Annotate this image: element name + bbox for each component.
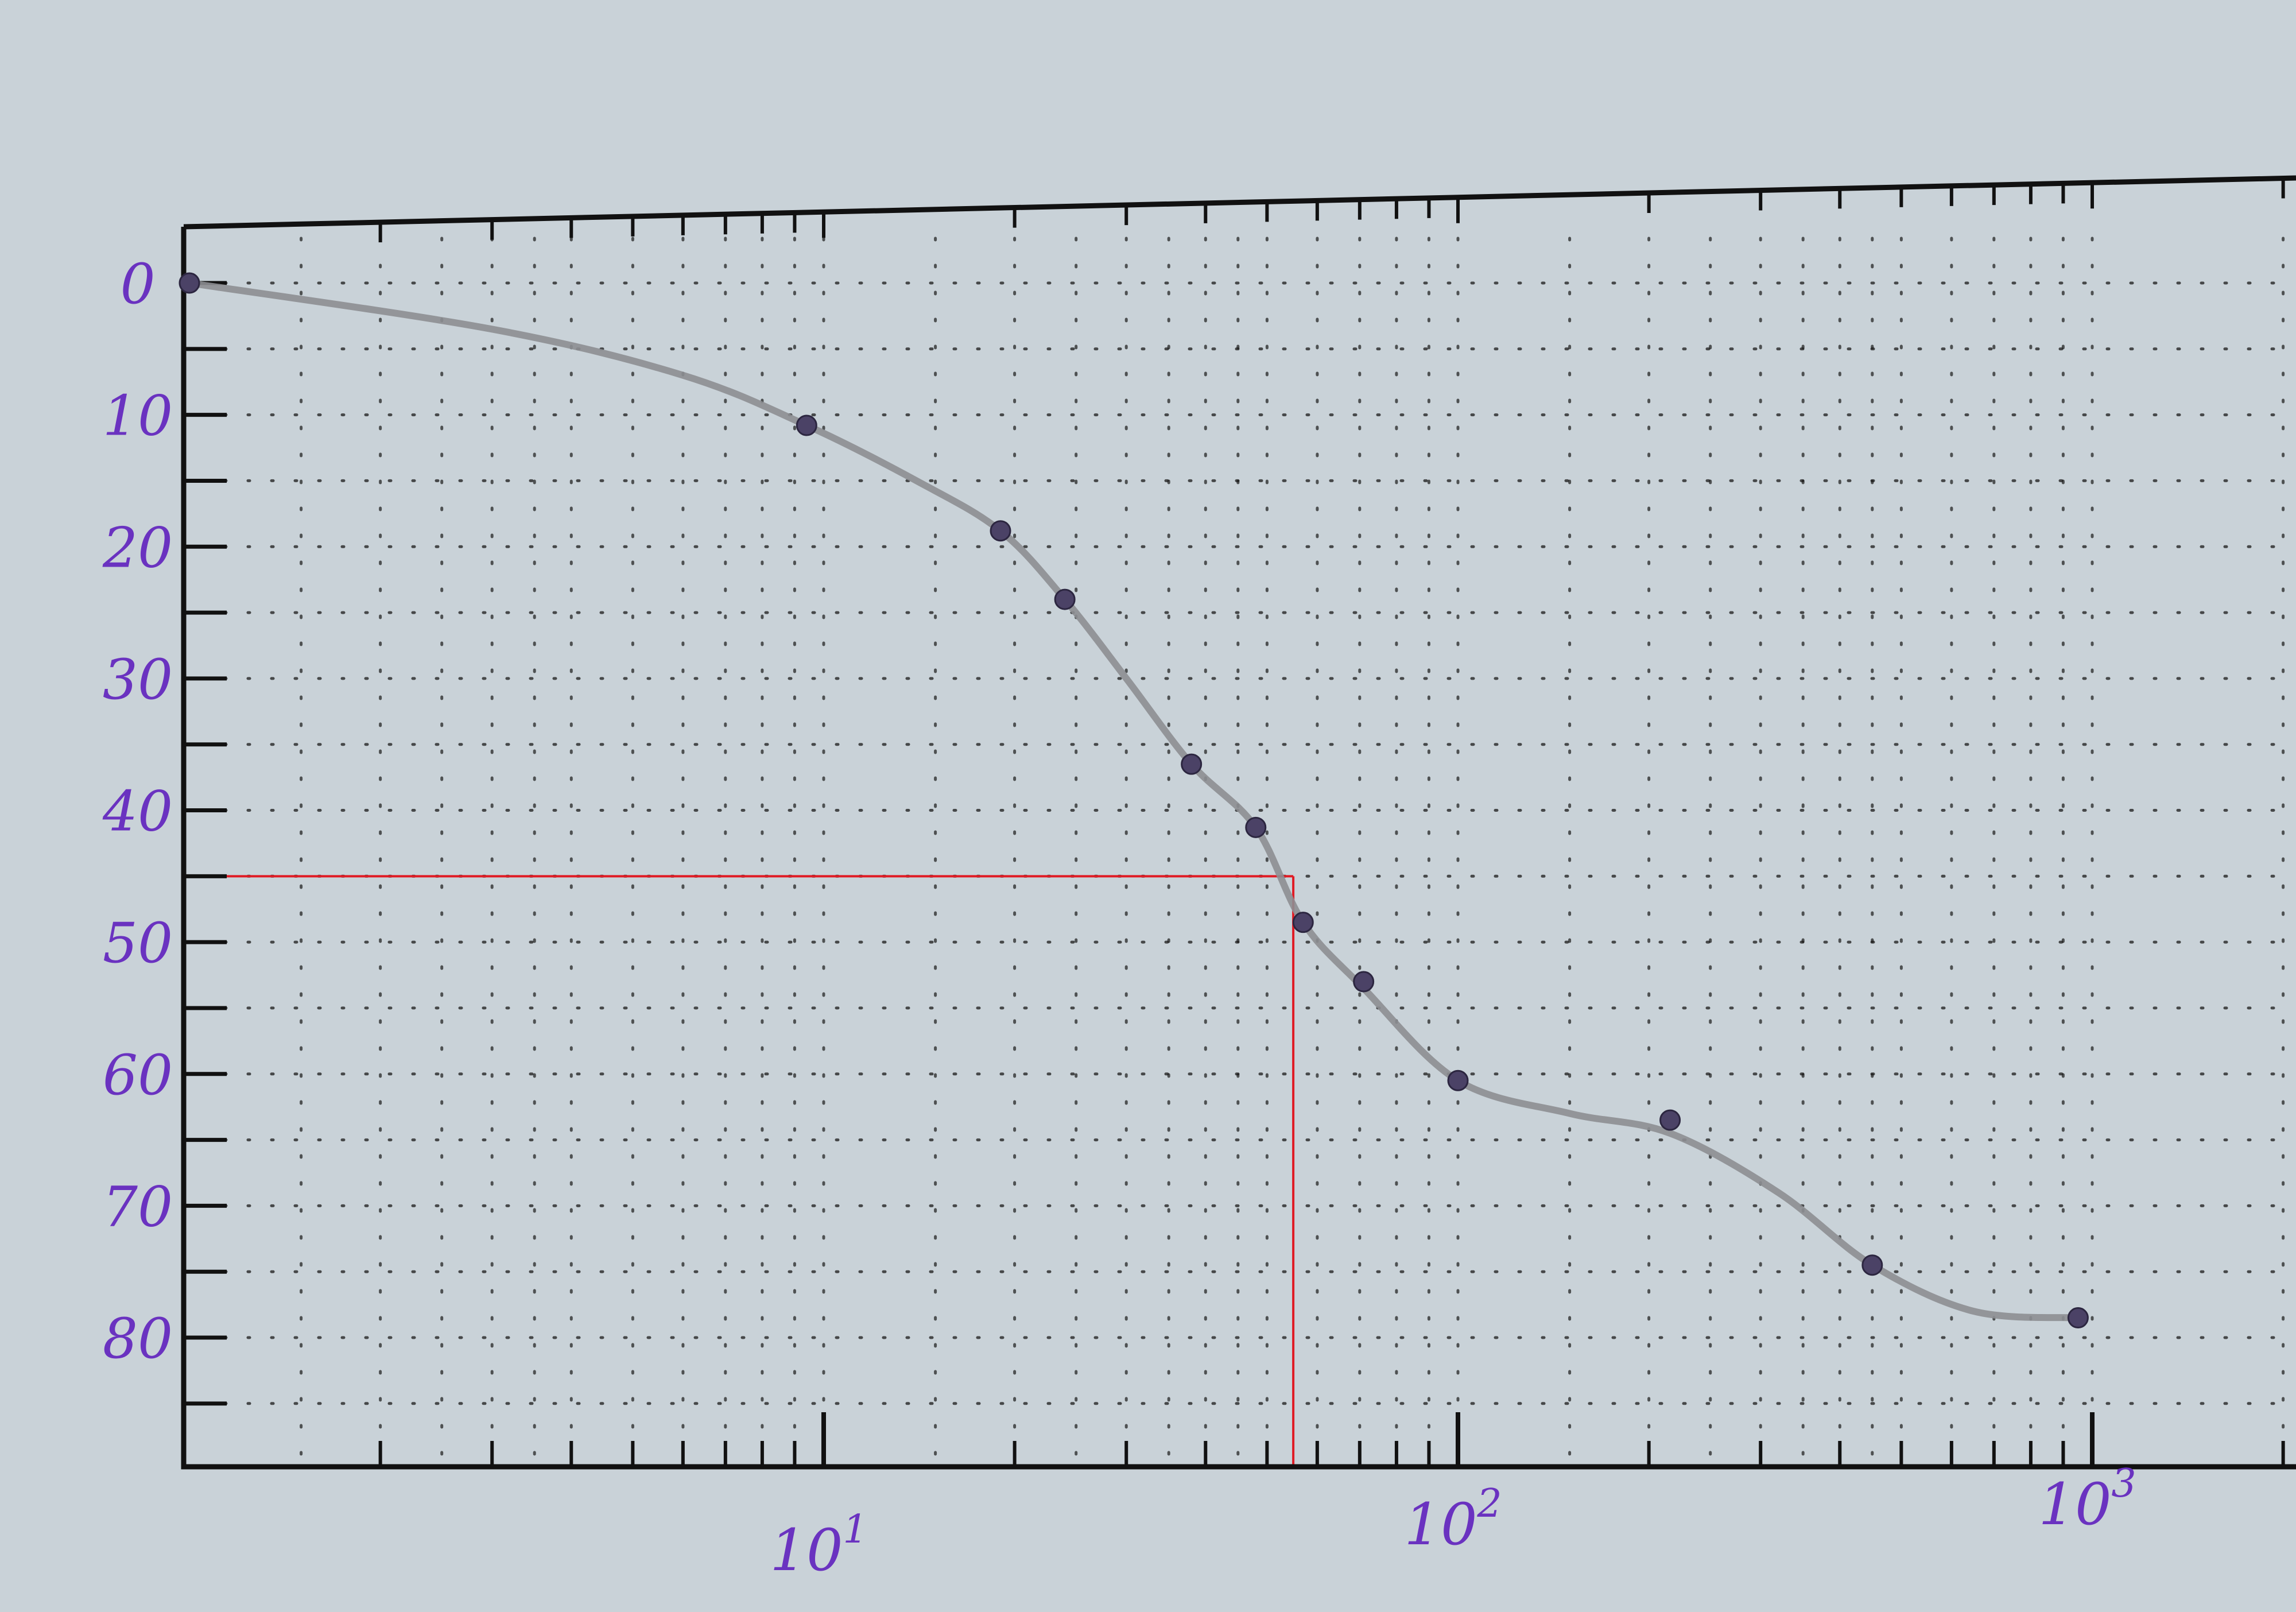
x-tick-labels: 10 1 10 2 10 3 xyxy=(770,1461,2136,1584)
y-tick-label-10: 10 xyxy=(103,384,173,448)
data-point-8 xyxy=(1353,971,1375,993)
fitted-curve xyxy=(186,280,2082,1322)
data-point-10 xyxy=(1659,1109,1681,1131)
y-tick-label-50: 50 xyxy=(103,911,173,975)
axis-ticks xyxy=(184,178,2285,1467)
data-point-6 xyxy=(1245,816,1267,838)
x-tick-label-3: 10 xyxy=(2038,1471,2111,1538)
data-point-9 xyxy=(1447,1070,1469,1091)
data-point-5 xyxy=(1181,753,1203,775)
data-point-4 xyxy=(1054,588,1076,610)
y-tick-label-40: 40 xyxy=(102,780,173,844)
data-point-7 xyxy=(1292,912,1314,933)
data-point-11 xyxy=(1861,1254,1883,1276)
plot-top-border xyxy=(183,175,2296,230)
x-tick-label-2: 10 xyxy=(1404,1491,1477,1558)
data-point-12 xyxy=(2067,1307,2089,1329)
data-point-3 xyxy=(990,520,1011,542)
y-tick-label-20: 20 xyxy=(102,516,173,580)
reference-lines xyxy=(184,875,1295,1467)
x-tick-exponent-3: 3 xyxy=(2111,1461,2136,1506)
plot-frame xyxy=(181,175,2296,1470)
y-tick-label-30: 30 xyxy=(103,648,173,712)
y-tick-label-60: 60 xyxy=(103,1043,173,1107)
y-tick-labels: 0 10 20 30 40 50 60 70 80 xyxy=(102,252,173,1371)
horizontal-dot-rows xyxy=(199,281,2292,1405)
y-tick-label-70: 70 xyxy=(103,1175,173,1239)
data-point-2 xyxy=(796,414,817,436)
data-point-1 xyxy=(179,272,200,294)
x-tick-exponent-1: 1 xyxy=(843,1507,867,1552)
dotted-grid xyxy=(199,237,2292,1463)
y-tick-label-80: 80 xyxy=(103,1307,173,1371)
vertical-dot-columns xyxy=(300,237,2285,1463)
x-tick-exponent-2: 2 xyxy=(1476,1481,1502,1526)
plot-axes xyxy=(181,227,2296,1470)
x-tick-label-1: 10 xyxy=(770,1517,843,1584)
fitted-curve-line xyxy=(186,280,2082,1322)
y-tick-label-0: 0 xyxy=(120,252,155,316)
data-points xyxy=(179,272,2089,1329)
